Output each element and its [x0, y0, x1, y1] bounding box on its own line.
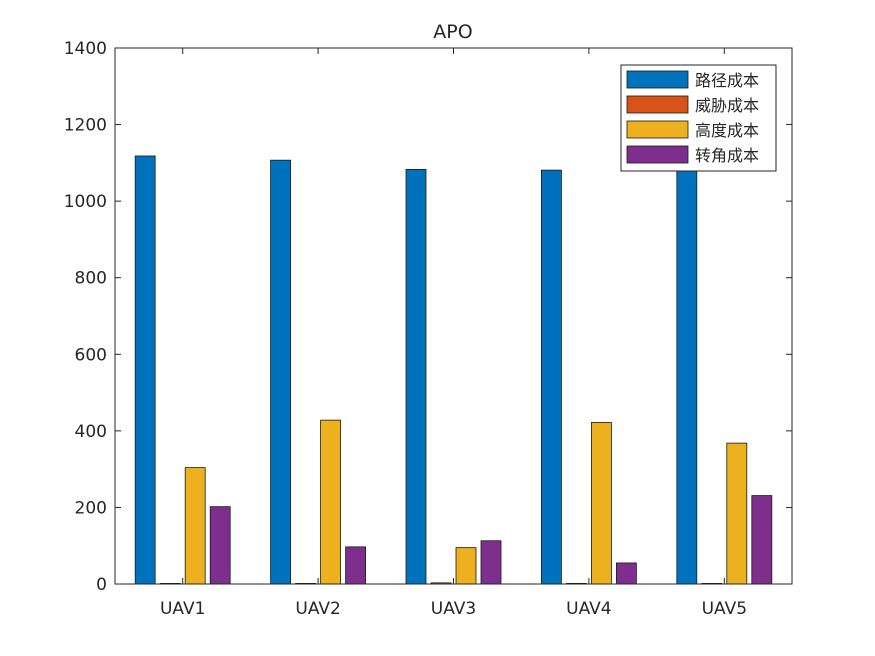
- legend-label-4: 转角成本: [695, 146, 759, 165]
- legend-label-2: 威胁成本: [695, 96, 759, 115]
- chart-title: APO: [433, 21, 472, 43]
- y-tick-label: 600: [75, 345, 107, 365]
- bar-uav1-series-3: [184, 467, 206, 585]
- bar-uav5-series-4: [751, 495, 773, 585]
- y-tick-label: 1000: [64, 192, 107, 212]
- bar-uav2-series-4: [345, 546, 367, 585]
- bars-layer: [134, 155, 773, 585]
- bar-uav3-series-4: [480, 540, 502, 585]
- y-tick-label: 400: [75, 422, 107, 442]
- bar-uav2-series-1: [270, 159, 292, 585]
- legend-swatch-1: [626, 70, 689, 89]
- legend-swatch-4: [626, 145, 689, 164]
- y-tick-label: 1400: [64, 39, 107, 59]
- x-tick-label-uav3: UAV3: [431, 599, 476, 619]
- bar-uav5-series-3: [726, 442, 748, 585]
- bar-uav2-series-3: [320, 419, 342, 585]
- bar-uav3-series-1: [405, 168, 427, 585]
- bar-uav4-series-3: [591, 422, 612, 585]
- bar-uav4-series-1: [541, 169, 562, 585]
- bar-uav4-series-4: [616, 562, 637, 585]
- y-axis: 0 200 400 600 800 1000 1200 1400: [64, 39, 792, 595]
- x-axis: UAV1 UAV2 UAV3 UAV4 UAV5: [160, 48, 747, 619]
- bar-uav1-series-4: [209, 506, 231, 585]
- x-tick-label-uav4: UAV4: [566, 599, 611, 619]
- y-tick-label: 0: [96, 575, 107, 595]
- y-tick-label: 1200: [64, 116, 107, 136]
- legend-swatch-2: [626, 95, 689, 114]
- bar-uav3-series-3: [455, 547, 477, 585]
- y-tick-label: 800: [75, 269, 107, 289]
- y-tick-label: 200: [75, 498, 107, 518]
- bar-uav5-series-1: [676, 164, 698, 585]
- legend-label-1: 路径成本: [695, 71, 759, 90]
- bar-uav1-series-1: [134, 155, 156, 585]
- x-tick-label-uav1: UAV1: [160, 599, 205, 619]
- legend-label-3: 高度成本: [695, 121, 759, 140]
- x-tick-label-uav2: UAV2: [295, 599, 340, 619]
- legend-swatch-3: [626, 120, 689, 139]
- x-tick-label-uav5: UAV5: [702, 599, 747, 619]
